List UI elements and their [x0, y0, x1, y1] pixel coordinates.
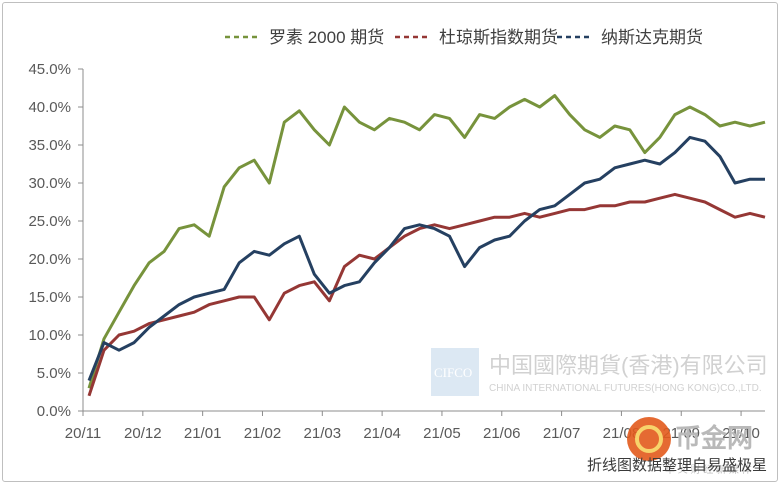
company-name-cn: 中国國際期貨(香港)有限公司 [489, 353, 768, 378]
coin-logo-ring-icon [635, 425, 663, 453]
x-tick-label: 21/01 [184, 425, 222, 442]
y-tick-label: 45.0% [28, 61, 71, 78]
y-tick-label: 20.0% [28, 251, 71, 268]
x-tick-label: 20/11 [65, 425, 101, 442]
y-tick-label: 5.0% [37, 365, 71, 382]
site-name: 币金网 [675, 423, 753, 453]
company-watermark: CIFCO 中国國際期貨(香港)有限公司 CHINA INTERNATIONAL… [431, 348, 768, 396]
cifco-logo-text: CIFCO [434, 365, 472, 380]
line-chart: 罗素 2000 期货 杜琼斯指数期货 纳斯达克期货 0.0% 5.0% 10.0% 15.… [28, 28, 768, 476]
y-axis: 0.0% 5.0% 10.0% 15.0% 20.0% 25.0% 30.0% 35.0% 40… [28, 61, 84, 420]
x-tick-label: 21/09 [662, 425, 700, 442]
x-tick-label: 20/12 [124, 425, 162, 442]
series-line-2 [87, 135, 765, 382]
y-tick-label: 40.0% [28, 99, 71, 116]
y-tick-label: 0.0% [37, 403, 71, 420]
x-tick-label: 21/10 [722, 425, 760, 442]
coin-logo-icon [627, 417, 671, 461]
y-tick-label: 30.0% [28, 175, 71, 192]
x-tick-label: 21/03 [304, 425, 342, 442]
site-watermark: 币金网 华 义 财 经 新 媒 体 [627, 417, 753, 476]
x-tick-label: 21/05 [423, 425, 461, 442]
source-label: 折线图数据整理自易盛极星 [587, 457, 767, 474]
legend: 罗素 2000 期货 杜琼斯指数期货 纳斯达克期货 [225, 28, 703, 47]
company-name-en: CHINA INTERNATIONAL FUTURES(HONG KONG)CO… [489, 383, 762, 394]
series-layer [87, 94, 766, 397]
y-tick-label: 10.0% [28, 327, 71, 344]
series-line-0 [87, 94, 766, 389]
x-axis: 20/11 20/12 21/01 21/02 21/03 21/04 21/05 21/06… [65, 410, 765, 442]
site-tagline: 华 义 财 经 新 媒 体 [665, 463, 752, 476]
cifco-logo [431, 348, 479, 396]
y-tick-label: 15.0% [28, 289, 71, 306]
y-tick-label: 35.0% [28, 137, 71, 154]
legend-label-1: 杜琼斯指数期货 [439, 28, 558, 47]
y-tick-label: 25.0% [28, 213, 71, 230]
legend-label-2: 纳斯达克期货 [601, 28, 703, 47]
x-tick-label: 21/06 [483, 425, 521, 442]
x-tick-label: 21/07 [543, 425, 581, 442]
x-tick-label: 21/02 [244, 425, 282, 442]
legend-label-0: 罗素 2000 期货 [269, 28, 384, 47]
x-tick-label: 21/04 [363, 425, 401, 442]
